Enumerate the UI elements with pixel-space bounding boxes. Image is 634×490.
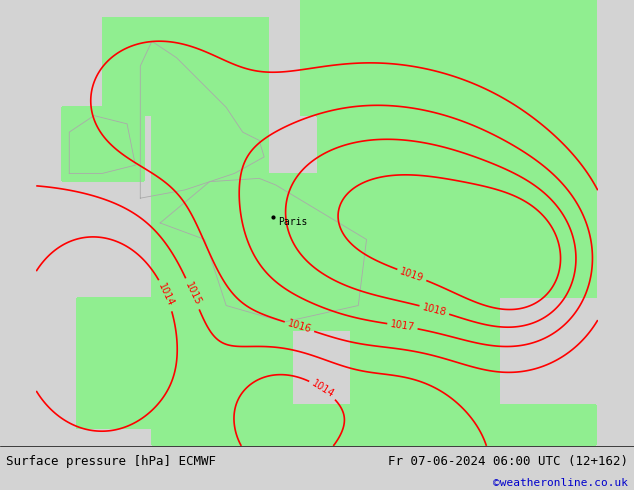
- Text: ©weatheronline.co.uk: ©weatheronline.co.uk: [493, 478, 628, 489]
- Text: Fr 07-06-2024 06:00 UTC (12+162): Fr 07-06-2024 06:00 UTC (12+162): [387, 455, 628, 468]
- Text: 1017: 1017: [389, 319, 415, 333]
- Text: 1019: 1019: [399, 266, 425, 284]
- Text: 1014: 1014: [310, 378, 336, 400]
- Text: Surface pressure [hPa] ECMWF: Surface pressure [hPa] ECMWF: [6, 455, 216, 468]
- Text: 1018: 1018: [421, 302, 448, 318]
- Text: 1016: 1016: [287, 318, 313, 335]
- Text: Paris: Paris: [278, 218, 307, 227]
- Text: 1015: 1015: [183, 281, 202, 307]
- Text: 1014: 1014: [157, 282, 176, 309]
